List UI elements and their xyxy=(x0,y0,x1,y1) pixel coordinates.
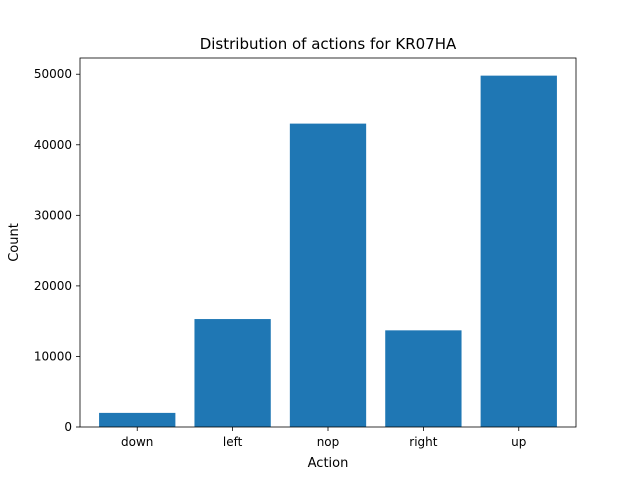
y-axis-ticks: 0 10000 20000 30000 40000 50000 xyxy=(34,67,80,434)
x-tick-label: down xyxy=(121,435,153,449)
y-tick-label: 40000 xyxy=(34,138,72,152)
x-tick-label: nop xyxy=(317,435,340,449)
chart-title: Distribution of actions for KR07HA xyxy=(200,35,457,53)
bar-nop xyxy=(289,123,367,428)
x-tick-label: up xyxy=(511,435,526,449)
y-axis-label: Count xyxy=(7,223,22,262)
y-tick-label: 0 xyxy=(64,420,72,434)
y-tick-label: 50000 xyxy=(34,67,72,81)
plot-frame xyxy=(79,57,577,428)
y-tick-label: 10000 xyxy=(34,349,72,363)
bar-down xyxy=(99,412,176,427)
bar-right xyxy=(385,330,462,427)
y-tick-label: 20000 xyxy=(34,279,72,293)
x-tick-label: right xyxy=(409,435,437,449)
bar-left xyxy=(194,319,271,427)
y-tick-label: 30000 xyxy=(34,208,72,222)
x-axis-label: Action xyxy=(308,456,349,471)
bars-group xyxy=(99,75,557,428)
bar-up xyxy=(480,75,557,428)
x-axis-ticks: down left nop right up xyxy=(121,427,526,449)
x-tick-label: left xyxy=(223,435,243,449)
